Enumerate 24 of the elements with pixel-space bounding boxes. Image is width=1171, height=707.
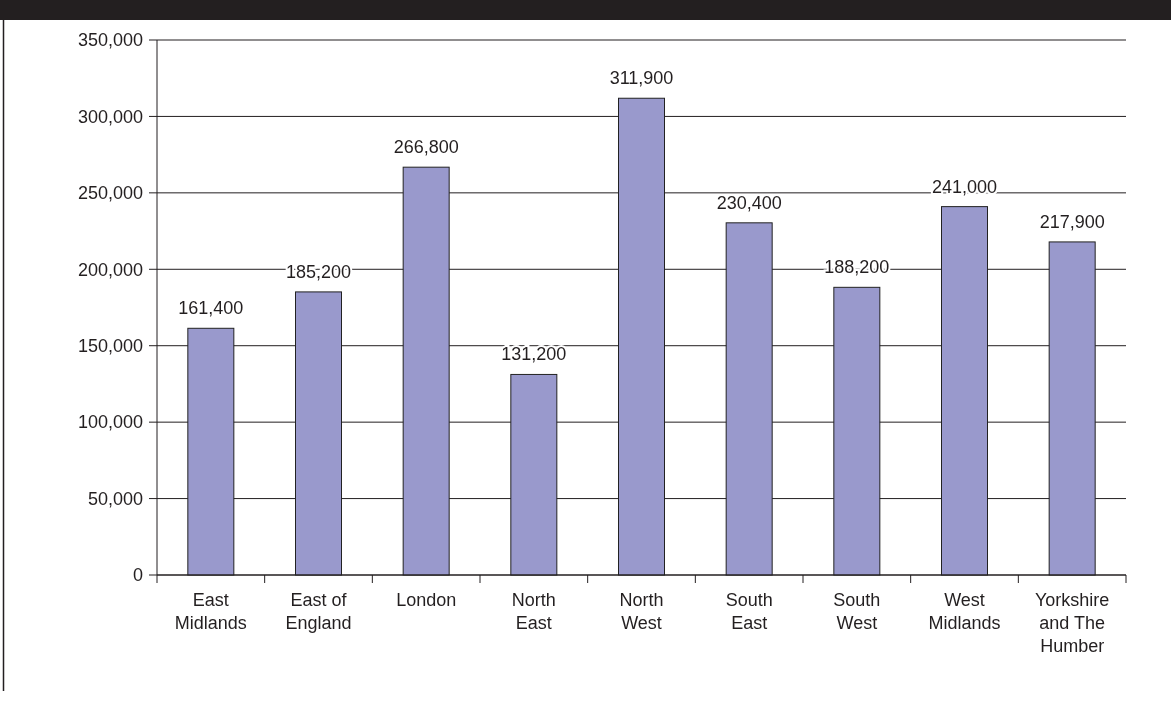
x-tick-label: West Midlands	[928, 590, 1001, 633]
y-tick-label: 350,000	[77, 30, 143, 51]
x-tick-label: East of England	[285, 590, 352, 633]
y-tick-label: 250,000	[77, 183, 143, 204]
x-tick-label: South East	[725, 590, 773, 633]
x-tick-label: East Midlands	[174, 590, 247, 633]
y-tick-label: 50,000	[87, 488, 143, 509]
y-tick-label: 100,000	[77, 412, 143, 433]
y-tick-label: 200,000	[77, 259, 143, 280]
data-label: 266,800	[393, 137, 459, 158]
data-label: 161,400	[178, 298, 244, 319]
data-label: 131,200	[501, 344, 567, 365]
y-tick-label: 150,000	[77, 336, 143, 357]
data-label: 230,400	[716, 192, 782, 213]
x-tick-label: London	[396, 590, 457, 610]
x-tick-label: North East	[511, 590, 556, 633]
y-tick-label: 0	[132, 565, 143, 586]
x-tick-label: Yorkshire and The Humber	[1034, 590, 1110, 656]
y-tick-label: 300,000	[77, 106, 143, 127]
x-tick-label: North West	[619, 590, 664, 633]
x-tick-label: South West	[833, 590, 881, 633]
data-label: 311,900	[609, 68, 674, 89]
data-label: 241,000	[931, 176, 998, 197]
data-label: 217,900	[1039, 211, 1105, 232]
